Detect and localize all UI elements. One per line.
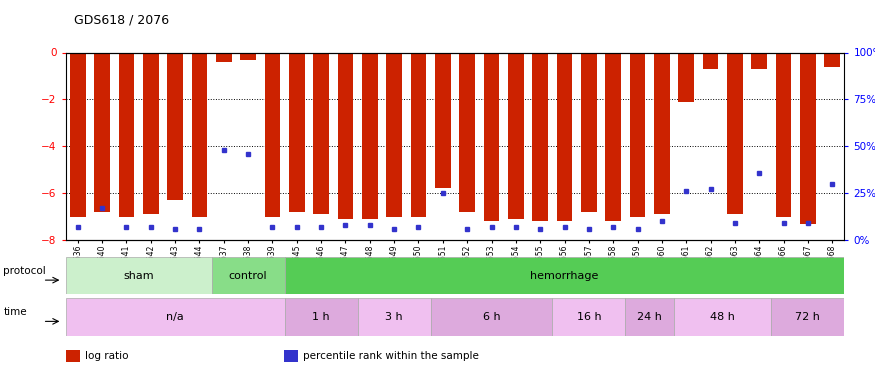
Text: n/a: n/a: [166, 312, 184, 322]
Bar: [459, 53, 475, 212]
Text: 72 h: 72 h: [795, 312, 820, 322]
Bar: [212, 257, 284, 294]
Bar: [386, 53, 402, 217]
Bar: [626, 298, 674, 336]
Bar: [94, 53, 110, 212]
Bar: [772, 298, 844, 336]
Text: time: time: [4, 308, 27, 317]
Text: 16 h: 16 h: [577, 312, 601, 322]
Text: protocol: protocol: [4, 266, 46, 276]
Bar: [362, 53, 378, 219]
Bar: [654, 53, 669, 214]
Text: percentile rank within the sample: percentile rank within the sample: [303, 351, 479, 361]
Bar: [66, 257, 212, 294]
Bar: [727, 53, 743, 214]
Bar: [630, 53, 646, 217]
Bar: [430, 298, 552, 336]
Bar: [507, 53, 524, 219]
Text: 24 h: 24 h: [637, 312, 662, 322]
Bar: [775, 53, 792, 217]
Text: 3 h: 3 h: [385, 312, 403, 322]
Text: hemorrhage: hemorrhage: [530, 271, 598, 280]
Bar: [167, 53, 183, 200]
Bar: [484, 53, 500, 221]
Bar: [284, 257, 844, 294]
Bar: [118, 53, 135, 217]
Bar: [800, 53, 816, 223]
Bar: [264, 53, 280, 217]
Bar: [532, 53, 548, 221]
Bar: [284, 350, 298, 362]
Bar: [552, 298, 626, 336]
Bar: [752, 53, 767, 69]
Text: sham: sham: [123, 271, 154, 280]
Bar: [284, 298, 358, 336]
Bar: [66, 350, 80, 362]
Bar: [581, 53, 597, 212]
Bar: [674, 298, 772, 336]
Bar: [241, 53, 256, 60]
Bar: [703, 53, 718, 69]
Text: log ratio: log ratio: [85, 351, 129, 361]
Bar: [70, 53, 86, 217]
Text: GDS618 / 2076: GDS618 / 2076: [74, 13, 170, 26]
Bar: [606, 53, 621, 221]
Bar: [313, 53, 329, 214]
Bar: [678, 53, 694, 102]
Bar: [556, 53, 572, 221]
Text: 1 h: 1 h: [312, 312, 330, 322]
Bar: [289, 53, 304, 212]
Bar: [66, 298, 284, 336]
Bar: [216, 53, 232, 62]
Bar: [824, 53, 840, 67]
Text: 6 h: 6 h: [483, 312, 500, 322]
Bar: [358, 298, 430, 336]
Bar: [338, 53, 354, 219]
Bar: [192, 53, 207, 217]
Bar: [143, 53, 158, 214]
Text: 48 h: 48 h: [710, 312, 735, 322]
Bar: [410, 53, 426, 217]
Bar: [435, 53, 451, 188]
Text: control: control: [229, 271, 268, 280]
